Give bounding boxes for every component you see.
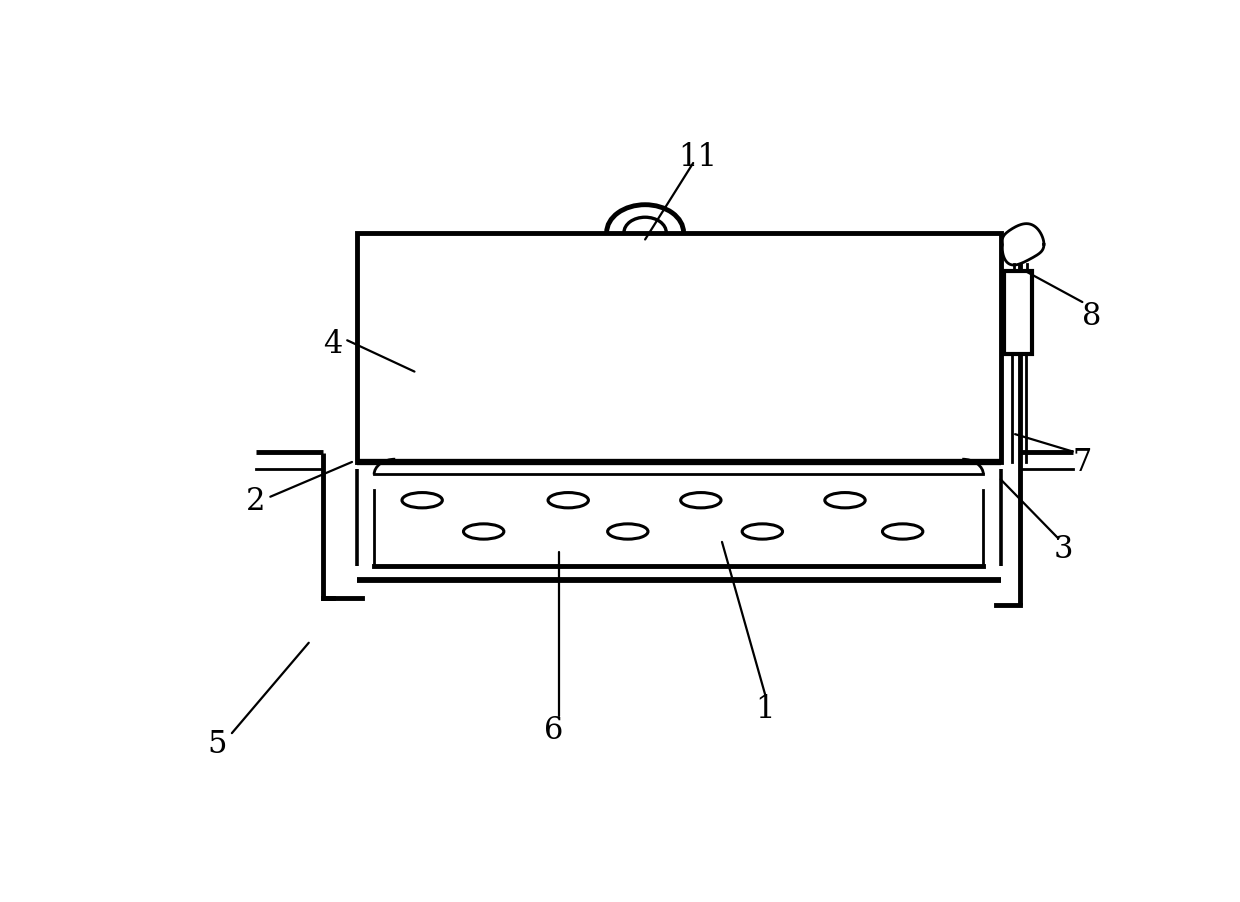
Ellipse shape [464, 524, 503, 539]
Text: 8: 8 [1083, 301, 1101, 332]
Text: 1: 1 [755, 694, 775, 724]
Ellipse shape [743, 524, 782, 539]
Ellipse shape [608, 524, 649, 539]
Text: 7: 7 [1073, 447, 1092, 478]
Ellipse shape [402, 493, 443, 509]
Text: 5: 5 [208, 728, 227, 759]
Ellipse shape [681, 493, 720, 509]
Bar [357, 234, 1001, 463]
Ellipse shape [825, 493, 866, 509]
Polygon shape [1002, 225, 1044, 266]
Text: 4: 4 [324, 329, 342, 360]
Text: 3: 3 [1054, 534, 1073, 565]
Ellipse shape [548, 493, 589, 509]
Bar [1003, 272, 1033, 354]
Text: 6: 6 [544, 714, 563, 745]
Text: 2: 2 [247, 485, 265, 516]
Text: 11: 11 [678, 142, 718, 172]
Ellipse shape [883, 524, 923, 539]
